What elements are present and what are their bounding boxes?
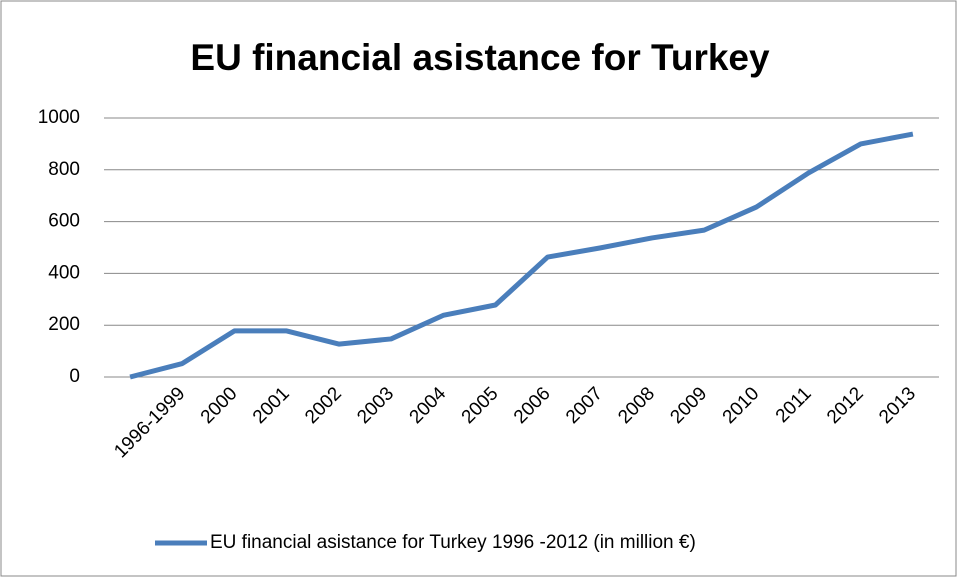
y-tick-label: 600 (48, 211, 80, 232)
y-tick-label: 800 (48, 159, 80, 180)
chart-title: EU financial asistance for Turkey (190, 37, 770, 78)
y-tick-label: 0 (69, 366, 80, 387)
legend-label: EU financial asistance for Turkey 1996 -… (210, 532, 696, 553)
y-tick-label: 1000 (38, 107, 80, 128)
y-tick-label: 400 (48, 262, 80, 283)
y-tick-label: 200 (48, 314, 80, 335)
data-line (129, 131, 914, 380)
